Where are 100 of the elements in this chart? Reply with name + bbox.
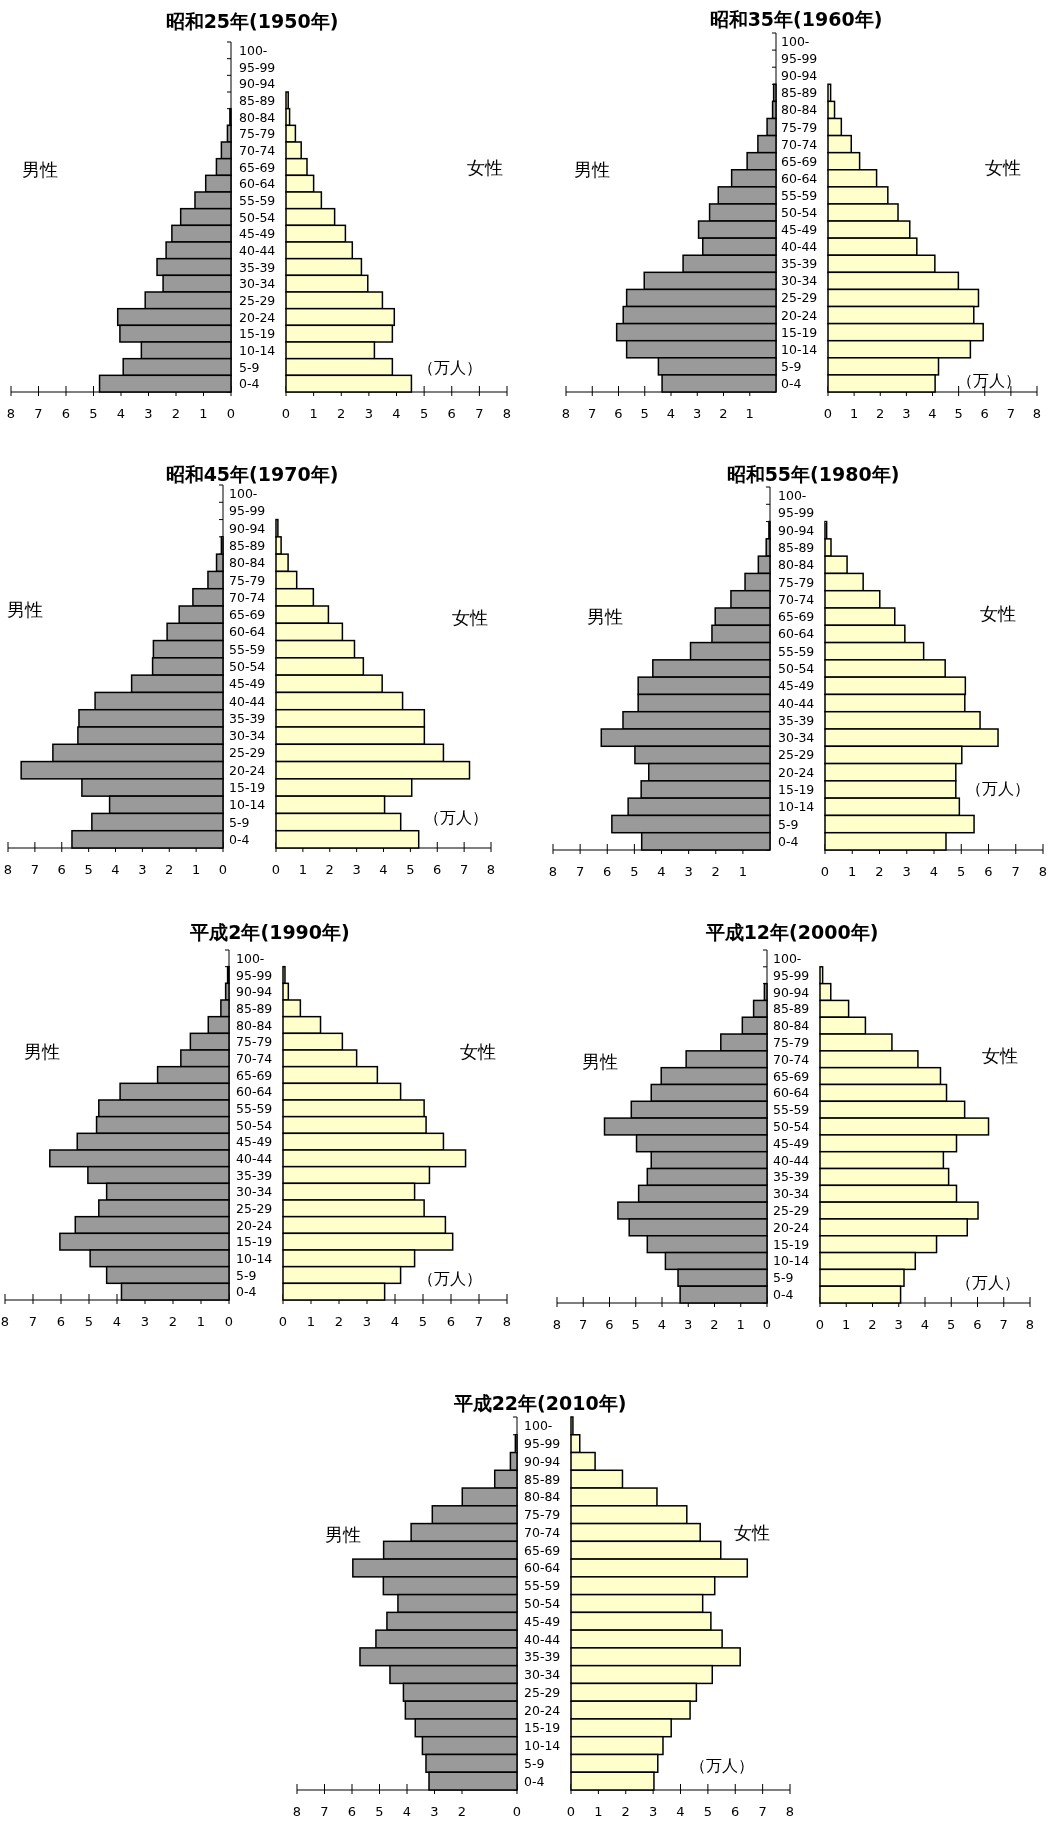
x-tick-label: 1 bbox=[745, 406, 754, 421]
x-tick-label: 7 bbox=[1011, 864, 1020, 879]
y-tick-label: 5-9 bbox=[236, 1267, 257, 1283]
y-tick-label: 65-69 bbox=[778, 609, 815, 625]
x-tick-label: 3 bbox=[693, 406, 702, 421]
y-tick-label: 50-54 bbox=[236, 1117, 273, 1133]
x-tick-label: 0 bbox=[762, 1317, 772, 1332]
x-tick-label: 0 bbox=[512, 1804, 522, 1819]
x-tick-label: 7 bbox=[475, 406, 484, 421]
x-tick-label: 3 bbox=[352, 862, 361, 877]
annotation: （万人） bbox=[418, 1269, 482, 1288]
y-tick-label: 85-89 bbox=[229, 538, 266, 553]
text: 男性 bbox=[24, 1041, 60, 1062]
x-tick-label: 2 bbox=[711, 864, 720, 879]
y-tick-label: 30-34 bbox=[239, 276, 276, 292]
y-tick-label: 30-34 bbox=[781, 273, 818, 289]
y-tick-label: 65-69 bbox=[229, 607, 266, 623]
chart-title: 平成12年(2000年) bbox=[704, 921, 879, 943]
annotation: （万人） bbox=[424, 808, 488, 827]
x-tick-label: 1 bbox=[306, 1314, 316, 1329]
y-tick-label: 90-94 bbox=[239, 76, 276, 92]
x-tick-label: 2 bbox=[876, 406, 885, 421]
y-tick-label: 90-94 bbox=[781, 68, 818, 84]
x-tick-label: 2 bbox=[165, 862, 174, 877]
y-tick-label: 30-34 bbox=[229, 728, 266, 744]
y-tick-label: 35-39 bbox=[524, 1649, 561, 1665]
y-tick-label: 35-39 bbox=[236, 1167, 273, 1183]
x-tick-label: 8 bbox=[502, 1314, 512, 1329]
y-tick-label: 50-54 bbox=[239, 209, 276, 225]
y-tick-label: 25-29 bbox=[773, 1203, 810, 1219]
x-tick-label: 1 bbox=[199, 406, 208, 421]
y-tick-label: 80-84 bbox=[236, 1017, 273, 1033]
y-tick-label: 70-74 bbox=[229, 589, 266, 605]
x-tick-label: 5 bbox=[630, 864, 639, 879]
y-tick-label: 65-69 bbox=[773, 1068, 810, 1084]
y-tick-label: 100- bbox=[781, 34, 810, 50]
y-tick-label: 10-14 bbox=[773, 1253, 810, 1269]
y-tick-label: 85-89 bbox=[778, 540, 815, 555]
x-tick-label: 4 bbox=[390, 1314, 400, 1329]
y-tick-label: 70-74 bbox=[239, 142, 276, 158]
y-tick-label: 90-94 bbox=[236, 984, 273, 1000]
y-tick-label: 40-44 bbox=[236, 1150, 273, 1166]
y-tick-label: 60-64 bbox=[773, 1085, 810, 1101]
y-tick-label: 25-29 bbox=[236, 1200, 273, 1216]
y-tick-label: 0-4 bbox=[239, 376, 260, 392]
y-tick-label: 80-84 bbox=[778, 557, 815, 573]
y-tick-label: 60-64 bbox=[239, 176, 276, 192]
text: 男性 bbox=[587, 606, 623, 627]
chart-title: 昭和35年(1960年) bbox=[709, 8, 883, 30]
series-label: 男性 bbox=[582, 1051, 618, 1072]
text: 女性 bbox=[980, 603, 1016, 624]
x-tick-label: 2 bbox=[334, 1314, 344, 1329]
x-tick-label: 5 bbox=[418, 1314, 428, 1329]
x-tick-label: 5 bbox=[375, 1804, 384, 1819]
y-tick-label: 75-79 bbox=[524, 1507, 561, 1523]
y-tick-label: 70-74 bbox=[781, 136, 818, 152]
y-tick-label: 65-69 bbox=[781, 153, 818, 169]
y-tick-label: 55-59 bbox=[236, 1100, 273, 1116]
text: 女性 bbox=[985, 157, 1021, 178]
x-tick-label: 8 bbox=[502, 406, 512, 421]
y-tick-label: 40-44 bbox=[229, 693, 266, 709]
x-tick-label: 7 bbox=[1006, 406, 1016, 421]
y-tick-label: 55-59 bbox=[778, 643, 815, 659]
x-tick-label: 0 bbox=[566, 1804, 576, 1819]
x-tick-label: 8 bbox=[552, 1317, 562, 1332]
x-tick-label: 8 bbox=[785, 1804, 795, 1819]
text: 女性 bbox=[452, 607, 488, 628]
x-tick-label: 1 bbox=[594, 1804, 603, 1819]
series-label: 女性 bbox=[734, 1522, 770, 1543]
x-tick-label: 6 bbox=[433, 862, 442, 877]
text: 男性 bbox=[574, 159, 610, 180]
x-tick-label: 0 bbox=[820, 864, 830, 879]
y-tick-label: 50-54 bbox=[778, 661, 815, 676]
y-tick-label: 5-9 bbox=[778, 816, 799, 832]
y-tick-label: 95-99 bbox=[781, 51, 818, 67]
y-tick-label: 45-49 bbox=[781, 222, 818, 238]
x-tick-label: 8 bbox=[1032, 406, 1042, 421]
x-tick-label: 3 bbox=[684, 1317, 693, 1332]
y-tick-label: 75-79 bbox=[773, 1034, 810, 1050]
y-tick-label: 35-39 bbox=[229, 710, 266, 726]
y-tick-label: 40-44 bbox=[524, 1631, 561, 1647]
y-tick-label: 40-44 bbox=[781, 239, 818, 255]
y-tick-label: 60-64 bbox=[524, 1560, 561, 1576]
x-tick-label: 0 bbox=[218, 862, 228, 877]
text: 女性 bbox=[982, 1045, 1018, 1066]
x-tick-label: 1 bbox=[736, 1317, 745, 1332]
y-tick-label: 80-84 bbox=[773, 1018, 810, 1034]
y-tick-label: 70-74 bbox=[524, 1524, 561, 1540]
x-tick-label: 6 bbox=[731, 1804, 740, 1819]
x-tick-label: 3 bbox=[894, 1317, 903, 1332]
y-tick-label: 0-4 bbox=[236, 1284, 257, 1300]
x-tick-label: 0 bbox=[815, 1317, 825, 1332]
x-tick-label: 8 bbox=[292, 1804, 302, 1819]
y-tick-label: 50-54 bbox=[773, 1119, 810, 1134]
x-tick-label: 6 bbox=[605, 1317, 614, 1332]
x-tick-label: 2 bbox=[168, 1314, 178, 1329]
x-tick-label: 2 bbox=[868, 1317, 877, 1332]
x-tick-label: 8 bbox=[1025, 1317, 1035, 1332]
y-tick-label: 75-79 bbox=[239, 126, 276, 142]
x-tick-label: 5 bbox=[84, 1314, 94, 1329]
